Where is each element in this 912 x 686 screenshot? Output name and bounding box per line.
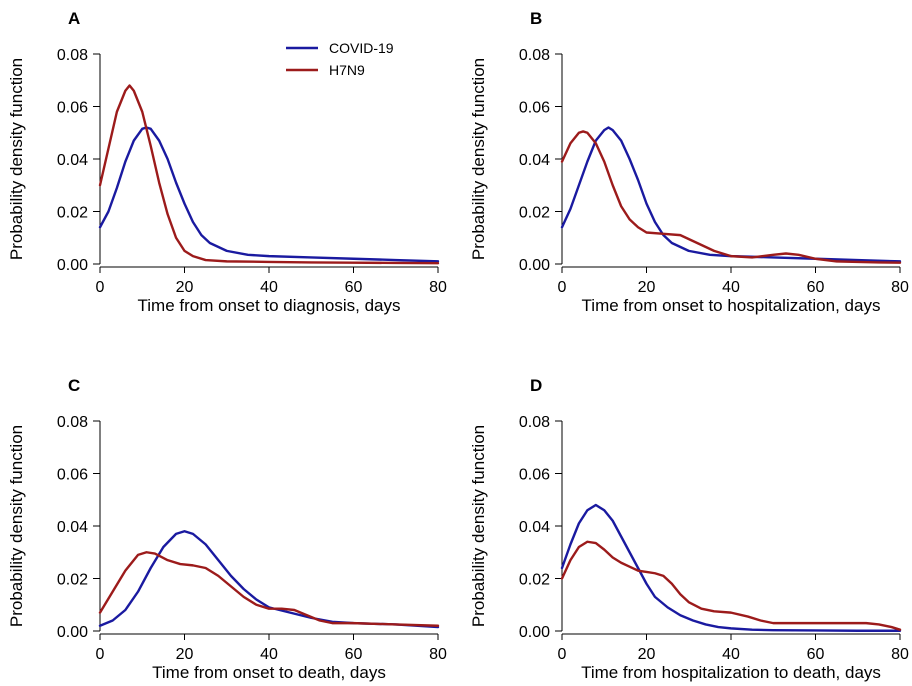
x-tick-label: 0 xyxy=(558,646,567,663)
y-axis-label: Probability density function xyxy=(7,58,26,260)
y-tick-label: 0.08 xyxy=(57,414,88,431)
x-tick-label: 40 xyxy=(722,646,740,663)
x-tick-label: 60 xyxy=(345,646,363,663)
y-tick-label: 0.02 xyxy=(57,572,88,589)
series-line-h7n9 xyxy=(560,130,902,264)
panel-c: C 0.00 0.02 0.04 0.06 0.08 Probability density… xyxy=(7,376,447,682)
y-tick-label: 0.06 xyxy=(519,100,550,117)
x-tick-label: 80 xyxy=(891,279,909,296)
x-axis-label: Time from onset to diagnosis, days xyxy=(138,296,401,315)
x-axis-label: Time from onset to hospitalization, days xyxy=(582,296,881,315)
y-tick-label: 0.00 xyxy=(57,624,88,641)
x-tick-label: 20 xyxy=(176,646,194,663)
y-tick-label: 0.02 xyxy=(519,205,550,222)
y-tick-label: 0.04 xyxy=(57,519,88,536)
x-tick-label: 60 xyxy=(807,279,825,296)
y-axis-label: Probability density function xyxy=(469,58,488,260)
x-tick-label: 0 xyxy=(96,279,105,296)
legend-label: H7N9 xyxy=(329,62,365,78)
y-tick-label: 0.08 xyxy=(519,414,550,431)
x-tick-label: 40 xyxy=(260,646,278,663)
series-line-h7n9 xyxy=(560,540,902,631)
series-line-covid-19 xyxy=(560,126,902,263)
panel-letter: D xyxy=(530,376,542,395)
x-tick-label: 20 xyxy=(176,279,194,296)
y-tick-label: 0.02 xyxy=(57,205,88,222)
y-tick-label: 0.02 xyxy=(519,572,550,589)
y-tick-label: 0.08 xyxy=(519,47,550,64)
y-tick-label: 0.04 xyxy=(57,152,88,169)
y-tick-label: 0.00 xyxy=(519,257,550,274)
y-tick-label: 0.06 xyxy=(57,467,88,484)
x-tick-label: 0 xyxy=(558,279,567,296)
y-axis-label: Probability density function xyxy=(469,425,488,627)
series-line-covid-19 xyxy=(98,530,440,629)
y-tick-label: 0.06 xyxy=(519,467,550,484)
y-tick-label: 0.00 xyxy=(519,624,550,641)
panel-letter: A xyxy=(68,9,80,28)
panel-letter: C xyxy=(68,376,80,395)
y-axis-label: Probability density function xyxy=(7,425,26,627)
x-tick-label: 20 xyxy=(638,279,656,296)
x-tick-label: 80 xyxy=(429,646,447,663)
y-tick-label: 0.06 xyxy=(57,100,88,117)
legend-label: COVID-19 xyxy=(329,40,394,56)
y-tick-label: 0.04 xyxy=(519,152,550,169)
x-tick-label: 80 xyxy=(429,279,447,296)
x-axis-label: Time from onset to death, days xyxy=(152,663,386,682)
x-tick-label: 80 xyxy=(891,646,909,663)
series-line-h7n9 xyxy=(98,84,440,265)
x-tick-label: 40 xyxy=(260,279,278,296)
x-tick-label: 0 xyxy=(96,646,105,663)
series-line-h7n9 xyxy=(98,551,440,627)
series-line-covid-19 xyxy=(98,126,440,263)
panel-d: D 0.00 0.02 0.04 0.06 0.08 Probability density… xyxy=(469,376,909,682)
y-tick-label: 0.08 xyxy=(57,47,88,64)
x-axis-label: Time from hospitalization to death, days xyxy=(581,663,881,682)
y-tick-label: 0.00 xyxy=(57,257,88,274)
x-tick-label: 60 xyxy=(345,279,363,296)
x-tick-label: 40 xyxy=(722,279,740,296)
y-tick-label: 0.04 xyxy=(519,519,550,536)
x-tick-label: 60 xyxy=(807,646,825,663)
series-line-covid-19 xyxy=(560,503,902,632)
panel-b: B 0.00 0.02 0.04 0.06 0.08 Probability density… xyxy=(469,9,909,315)
panel-a: A 0.00 0.02 0.04 0.06 0.08 Probability density… xyxy=(7,9,447,315)
x-tick-label: 20 xyxy=(638,646,656,663)
panel-letter: B xyxy=(530,9,542,28)
